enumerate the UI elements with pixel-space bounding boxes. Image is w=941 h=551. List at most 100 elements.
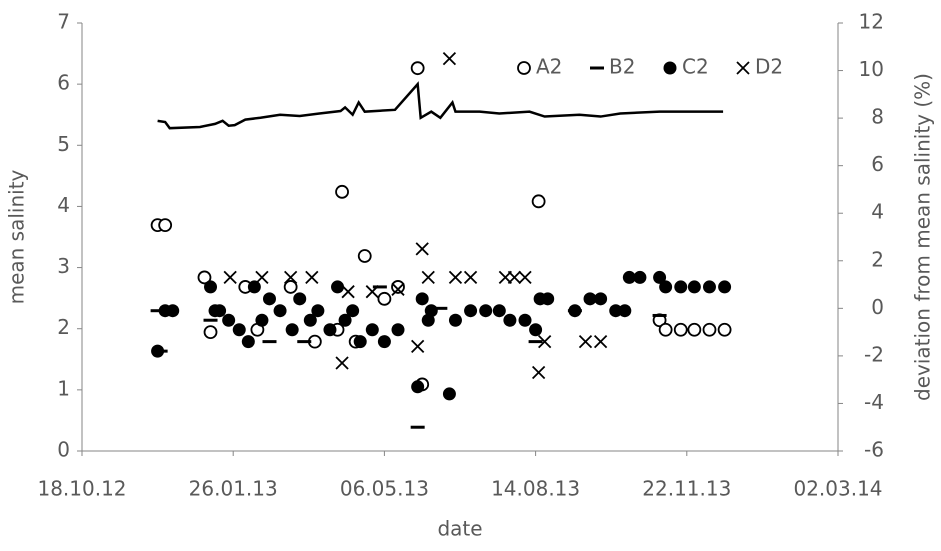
marker-shape (503, 313, 517, 327)
marker-shape (158, 218, 173, 233)
marker-shape (702, 280, 716, 294)
marker-circle (222, 313, 236, 327)
marker-shape (410, 61, 425, 76)
marker-circle (293, 292, 307, 306)
marker-shape (247, 280, 261, 294)
marker-circle (424, 304, 438, 318)
marker-shape (338, 313, 352, 327)
marker-shape (593, 334, 608, 349)
legend-marker (517, 61, 531, 75)
y2-tick-label: 4 (871, 200, 884, 224)
marker-shape (391, 323, 405, 337)
marker-circle (365, 323, 379, 337)
marker-shape (303, 313, 317, 327)
marker-shape (391, 282, 405, 296)
marker-shape (365, 285, 379, 299)
marker-shape (415, 292, 429, 306)
marker-circle (285, 323, 299, 337)
marker-shape (166, 304, 180, 318)
marker-cross (507, 270, 522, 285)
marker-circle (583, 292, 597, 306)
marker-circle-open (673, 322, 688, 337)
marker-shape (448, 270, 463, 285)
marker-shape (341, 285, 355, 299)
legend-label: C2 (682, 55, 709, 79)
marker-circle (609, 304, 623, 318)
y2-axis-title: deviation from mean salinity (%) (911, 73, 935, 401)
marker-shape (622, 270, 636, 284)
marker-shape (674, 280, 688, 294)
marker-shape (736, 61, 750, 75)
marker-circle (518, 313, 532, 327)
y-tick-label: 5 (57, 132, 70, 156)
marker-circle (633, 270, 647, 284)
marker-shape (241, 335, 255, 349)
marker-cross (391, 282, 405, 296)
marker-shape (633, 270, 647, 284)
marker-shape (442, 52, 457, 66)
x-tick-label: 26.01.13 (189, 477, 278, 501)
y-tick-label: 6 (57, 71, 70, 95)
x-tick-label: 14.08.13 (491, 477, 580, 501)
marker-shape (357, 249, 372, 263)
marker-circle-open (410, 61, 425, 76)
marker-shape (448, 313, 462, 327)
marker-circle-open (717, 322, 732, 337)
marker-circle (568, 304, 582, 318)
marker-cross (255, 270, 269, 285)
marker-circle (232, 323, 246, 337)
marker-shape (529, 323, 543, 337)
x-tick-label: 18.10.12 (37, 477, 126, 501)
marker-circle (702, 280, 716, 294)
marker-circle (213, 304, 227, 318)
marker-shape (232, 323, 246, 337)
marker-circle (241, 335, 255, 349)
marker-circle-open (658, 322, 673, 337)
marker-shape (594, 292, 608, 306)
marker-shape (442, 387, 456, 401)
marker-shape (151, 344, 165, 358)
marker-circle (166, 304, 180, 318)
marker-circle (618, 304, 632, 318)
marker-shape (335, 356, 349, 370)
marker-circle (331, 280, 345, 294)
marker-shape (531, 365, 546, 380)
marker-circle (353, 335, 367, 349)
marker-shape (717, 322, 732, 337)
y-tick-label: 7 (57, 10, 70, 34)
marker-circle-open (203, 325, 218, 340)
x-tick-label: 22.11.13 (642, 477, 731, 501)
marker-shape (391, 280, 405, 294)
marker-shape (353, 335, 367, 349)
marker-shape (255, 313, 269, 327)
marker-shape (421, 270, 435, 285)
marker-shape (284, 270, 298, 285)
marker-circle (659, 280, 673, 294)
legend-label: B2 (609, 55, 635, 79)
marker-cross (531, 365, 546, 380)
marker-shape (424, 304, 438, 318)
marker-shape (492, 304, 506, 318)
marker-circle (338, 313, 352, 327)
marker-shape (283, 280, 298, 294)
marker-shape (411, 380, 425, 394)
marker-circle (303, 313, 317, 327)
marker-shape (718, 280, 732, 294)
marker-shape (415, 242, 429, 256)
marker-circle (311, 304, 325, 318)
legend-label: D2 (755, 55, 783, 79)
marker-shape (203, 325, 218, 340)
x-tick-label: 02.03.14 (793, 477, 882, 501)
marker-shape (222, 313, 236, 327)
marker-shape (273, 304, 287, 318)
marker-circle (391, 323, 405, 337)
marker-circle (492, 304, 506, 318)
marker-shape (285, 323, 299, 337)
marker-circle (204, 280, 218, 294)
y-tick-label: 0 (57, 438, 70, 462)
x-axis-title: date (437, 517, 482, 541)
marker-shape (659, 280, 673, 294)
marker-circle-open (197, 270, 212, 285)
marker-circle (415, 292, 429, 306)
marker-cross (341, 285, 355, 299)
